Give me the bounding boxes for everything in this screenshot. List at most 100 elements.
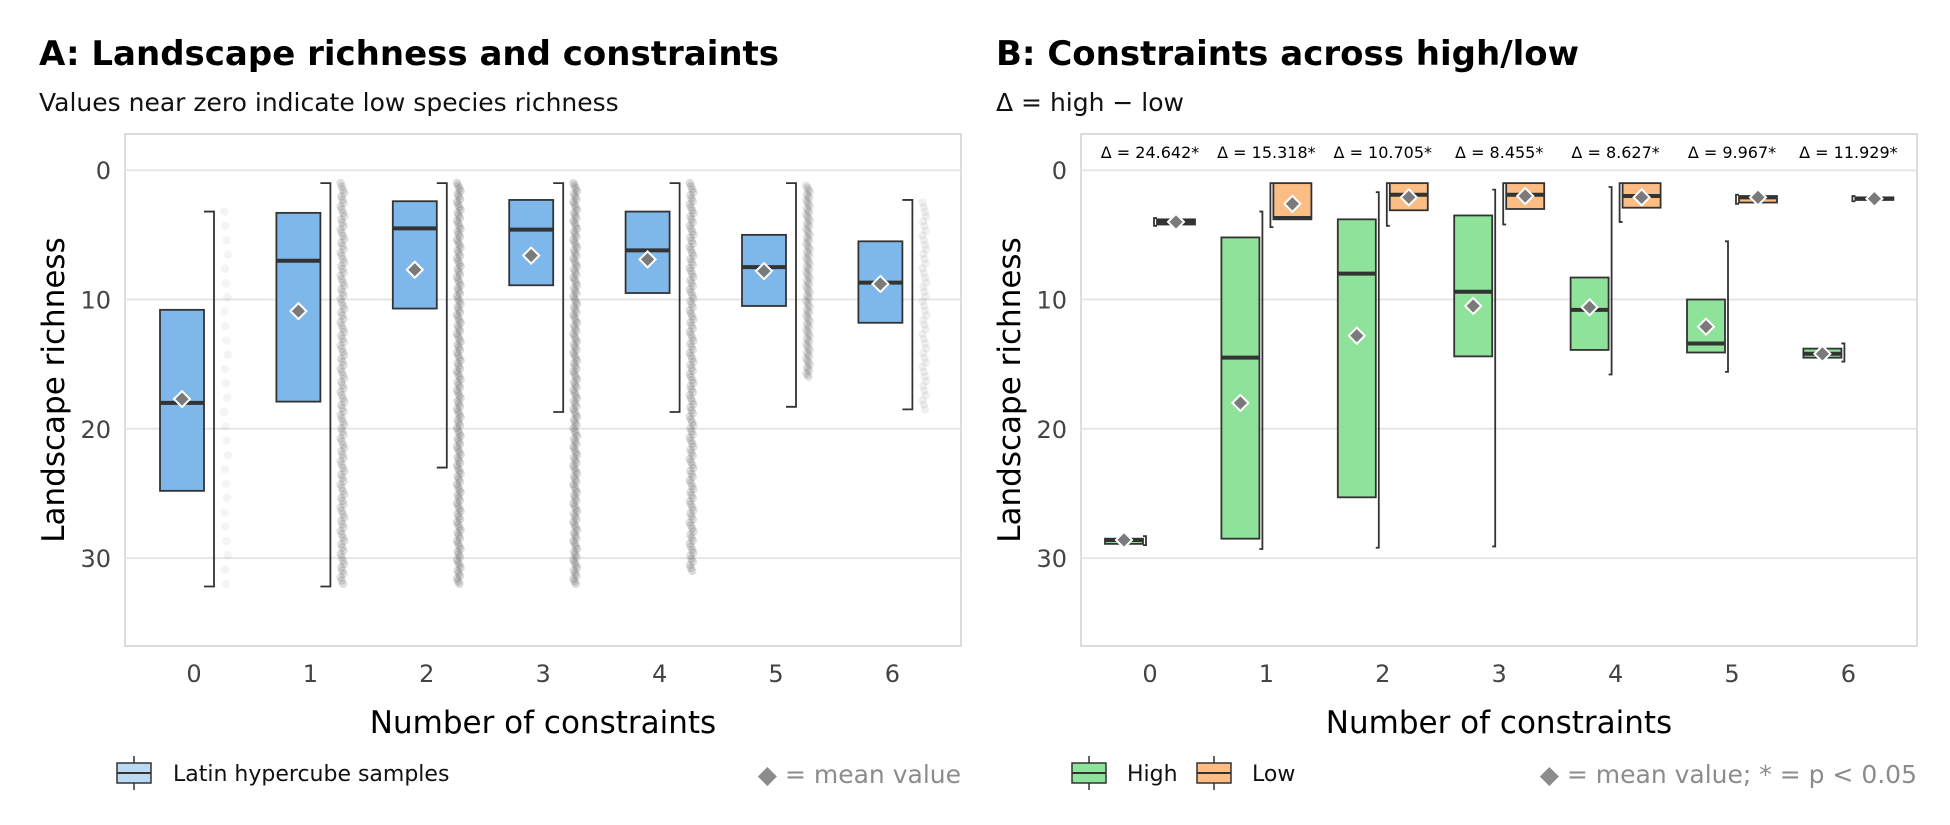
sample-point xyxy=(918,395,927,405)
sample-point xyxy=(572,534,581,543)
sample-point xyxy=(570,558,579,567)
sample-point xyxy=(223,250,232,259)
sample-point xyxy=(686,288,696,297)
sample-point xyxy=(688,481,697,491)
sample-point xyxy=(452,178,462,188)
sample-point xyxy=(918,231,927,240)
sample-point xyxy=(572,213,581,223)
sample-point xyxy=(572,337,582,347)
sample-point xyxy=(920,306,930,315)
sample-point xyxy=(805,360,814,369)
sample-point xyxy=(688,515,697,524)
sample-point xyxy=(452,310,462,320)
sample-point xyxy=(338,185,348,194)
sample-point xyxy=(569,461,578,470)
sample-point xyxy=(569,273,578,282)
sample-point xyxy=(922,311,931,320)
sample-point xyxy=(688,281,697,291)
sample-point xyxy=(572,507,582,516)
sample-point xyxy=(571,184,580,193)
panel-b-note: ◆ = mean value; * = p < 0.05 xyxy=(1540,760,1917,789)
sample-point xyxy=(337,367,346,377)
sample-point xyxy=(220,307,229,317)
sample-point xyxy=(572,262,582,271)
sample-point xyxy=(689,272,698,282)
sample-point xyxy=(803,298,812,308)
sample-point xyxy=(687,406,696,415)
sample-point xyxy=(919,217,928,226)
sample-point xyxy=(688,248,697,258)
sample-point xyxy=(571,240,580,250)
sample-point xyxy=(571,334,580,344)
whisker xyxy=(1502,182,1507,226)
sample-point xyxy=(803,255,812,264)
sample-point xyxy=(456,299,465,309)
sample-point xyxy=(456,281,465,290)
sample-point xyxy=(454,200,463,209)
sample-point xyxy=(220,364,229,374)
sample-point xyxy=(802,339,811,349)
sample-point xyxy=(686,466,695,476)
sample-point xyxy=(689,442,698,451)
sample-point xyxy=(455,240,464,250)
sample-point xyxy=(337,390,346,400)
sample-point xyxy=(336,225,345,234)
sample-point xyxy=(803,212,812,221)
sample-point xyxy=(570,577,579,586)
sample-point xyxy=(685,242,694,251)
whisker xyxy=(1851,195,1856,203)
sample-point xyxy=(454,230,463,239)
sample-point xyxy=(570,464,579,473)
sample-point xyxy=(685,391,694,400)
sample-point xyxy=(569,547,579,556)
sample-point xyxy=(571,466,580,476)
sample-point xyxy=(686,509,695,518)
sample-point xyxy=(456,243,465,252)
sample-point xyxy=(802,218,811,227)
sample-point xyxy=(805,230,814,240)
sample-point xyxy=(919,268,928,278)
sample-point xyxy=(453,208,462,217)
sample-point xyxy=(453,396,462,406)
panel-b-y-axis-label: Landscape richness xyxy=(992,237,1028,542)
sample-point xyxy=(572,402,581,411)
y-tick-label: 20 xyxy=(80,416,111,444)
sample-point xyxy=(571,523,580,532)
sample-point xyxy=(803,183,812,192)
sample-point xyxy=(803,321,813,330)
sample-point xyxy=(456,544,465,554)
sample-point xyxy=(805,337,814,347)
sample-point xyxy=(456,337,465,347)
sample-point xyxy=(687,512,696,521)
sample-point xyxy=(687,321,696,330)
sample-point xyxy=(803,327,812,337)
sample-point xyxy=(919,348,928,358)
whisker xyxy=(1143,535,1147,547)
sample-point xyxy=(337,344,346,353)
sample-point xyxy=(569,235,578,244)
sample-point xyxy=(569,490,579,500)
sample-point xyxy=(338,371,348,380)
delta-annotation: Δ = 15.318* xyxy=(1217,143,1316,162)
sample-point xyxy=(454,558,463,567)
sample-point xyxy=(454,192,463,201)
sample-point xyxy=(456,525,465,535)
sample-point xyxy=(571,305,580,314)
sample-point xyxy=(455,410,464,419)
sample-point xyxy=(919,400,928,409)
sample-point xyxy=(569,517,578,527)
mean-marker xyxy=(1632,187,1652,207)
sample-point xyxy=(337,354,346,363)
sample-point xyxy=(572,571,581,581)
sample-point xyxy=(920,207,930,217)
sample-point xyxy=(452,254,462,263)
sample-point xyxy=(340,420,349,430)
sample-point xyxy=(569,555,578,564)
whisker xyxy=(320,182,332,588)
delta-annotation: Δ = 24.642* xyxy=(1101,143,1200,162)
sample-point xyxy=(569,415,579,425)
sample-point xyxy=(918,297,927,306)
sample-point xyxy=(685,412,694,421)
sample-point xyxy=(803,356,812,365)
sample-point xyxy=(454,568,463,578)
